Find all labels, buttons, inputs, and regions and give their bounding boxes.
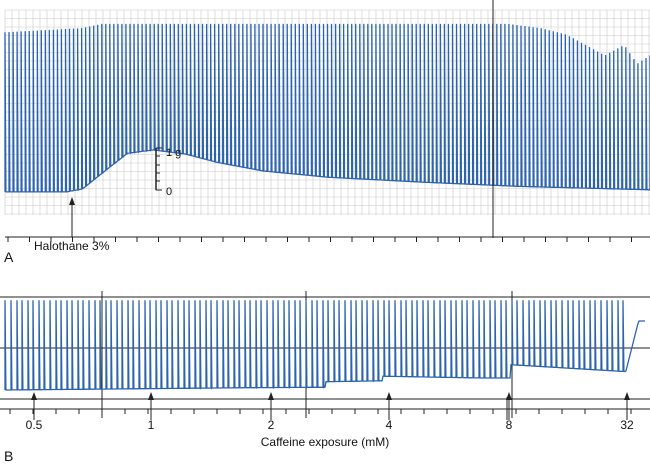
panel-b-time-ticks: [9, 409, 632, 414]
caffeine-marker: 0.5: [26, 392, 43, 432]
panel-b-trace-line: [4, 300, 645, 391]
panel-a: 1 g 0 Halothane 3% A: [4, 0, 650, 265]
panel-b-xlabel: Caffeine exposure (mM): [261, 435, 390, 449]
caffeine-marker: 8: [506, 392, 513, 432]
caffeine-marker: 32: [620, 392, 634, 432]
scale-bar-top-label: 1 g: [166, 147, 181, 159]
caffeine-tick-label: 1: [148, 418, 155, 432]
caffeine-tick-label: 32: [620, 418, 634, 432]
caffeine-marker: 4: [386, 392, 393, 432]
caffeine-markers: 0.5 1 2 4 8 32: [26, 392, 634, 432]
halothane-arrow: [69, 197, 75, 237]
panel-b: 0.5 1 2 4 8 32 Caffeine exposure (mM) B: [0, 291, 650, 464]
caffeine-tick-label: 2: [268, 418, 275, 432]
caffeine-tick-label: 8: [506, 418, 513, 432]
panel-b-reference-lines: [0, 291, 650, 418]
panel-a-trace: [4, 23, 650, 193]
caffeine-tick-label: 4: [386, 418, 393, 432]
panel-b-label: B: [4, 448, 13, 464]
panel-a-time-ticks: [7, 237, 632, 242]
panel-a-label: A: [4, 249, 14, 265]
panel-a-trace-line: [4, 23, 650, 193]
panel-b-trace: [4, 300, 645, 391]
panel-a-scale-bar: 1 g 0: [155, 147, 181, 198]
stimulus-label: Halothane 3%: [34, 239, 110, 253]
scale-bar-bottom-label: 0: [166, 186, 172, 198]
caffeine-marker: 2: [268, 392, 275, 432]
caffeine-marker: 1: [148, 392, 155, 432]
caffeine-tick-label: 0.5: [26, 418, 43, 432]
